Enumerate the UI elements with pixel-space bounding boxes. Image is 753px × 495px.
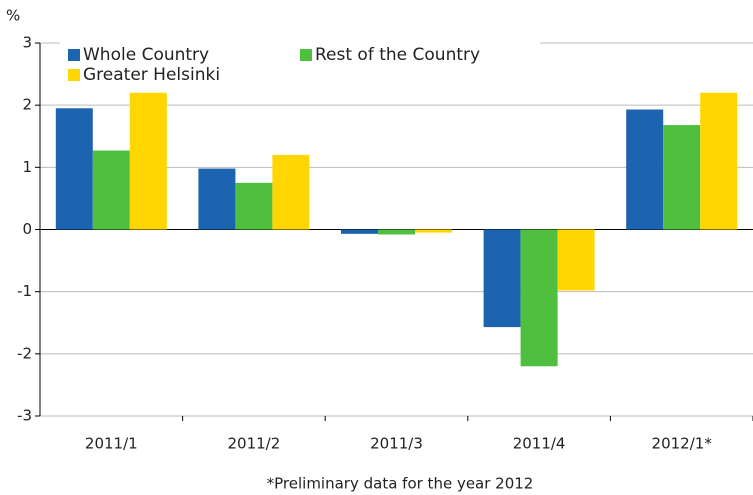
bar (626, 109, 664, 230)
y-tick-label: 2 (22, 96, 32, 114)
y-tick-label: 3 (22, 34, 32, 52)
bar (341, 229, 378, 234)
bar (415, 229, 452, 233)
y-tick-label: -3 (17, 407, 32, 425)
x-tick-label: 2012/1* (652, 435, 713, 453)
bar (663, 125, 701, 230)
bar (483, 229, 521, 328)
legend-swatch (300, 49, 312, 61)
bar (557, 229, 595, 291)
legend-label: Greater Helsinki (83, 65, 220, 85)
footnote: *Preliminary data for the year 2012 (267, 475, 534, 493)
bar (520, 229, 558, 367)
legend-swatch (68, 69, 80, 81)
y-tick-label: 0 (22, 220, 32, 238)
y-tick-label: -2 (17, 344, 32, 362)
x-tick-label: 2011/1 (85, 435, 138, 453)
x-tick-label: 2011/3 (370, 435, 423, 453)
bar (198, 168, 236, 230)
legend-label: Rest of the Country (315, 45, 480, 65)
bar (235, 182, 273, 230)
x-tick-label: 2011/2 (228, 435, 281, 453)
bar (92, 150, 130, 230)
y-tick-label: -1 (17, 282, 32, 300)
bar (700, 92, 738, 230)
bar (272, 154, 310, 230)
x-tick-label: 2011/4 (513, 435, 566, 453)
legend-swatch (68, 49, 80, 61)
y-tick-label: 1 (22, 158, 32, 176)
bar (129, 92, 167, 230)
bar (378, 229, 415, 235)
bar (55, 108, 93, 230)
legend-label: Whole Country (83, 45, 209, 65)
y-axis-label: % (6, 7, 20, 25)
